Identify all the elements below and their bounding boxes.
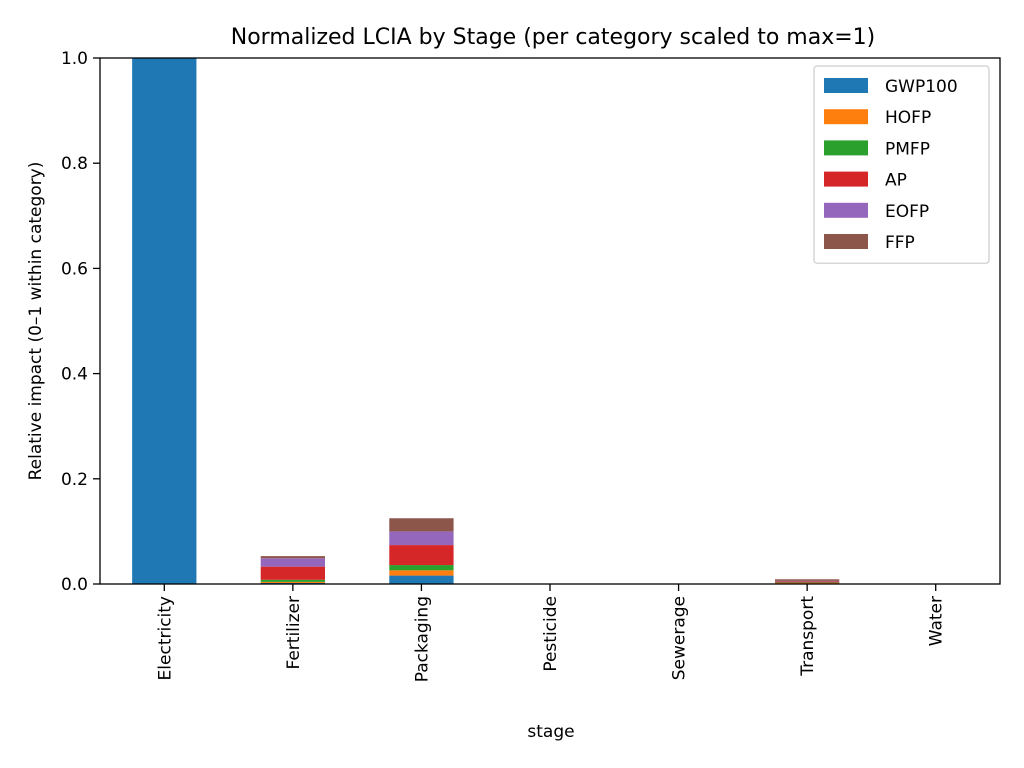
bar-fertilizer-eofp [260,558,325,567]
x-tick-label-water: Water [927,596,947,646]
y-tick-label: 0.4 [61,365,88,385]
x-tick-label-transport: Transport [798,596,818,677]
bar-packaging-gwp100 [389,575,454,584]
legend-swatch-pmfp [824,140,868,156]
bar-fertilizer-ap [260,566,325,580]
bar-electricity-gwp100 [132,58,197,584]
legend-label-pmfp: PMFP [885,139,930,159]
x-tick-label-sewerage: Sewerage [670,596,690,680]
x-tick-label-fertilizer: Fertilizer [284,596,304,670]
chart-title: Normalized LCIA by Stage (per category s… [231,25,875,50]
bar-packaging-eofp [389,531,454,546]
bar-packaging-hofp [389,570,454,576]
y-tick-label: 1.0 [61,49,88,69]
legend-label-eofp: EOFP [885,202,929,222]
y-tick-label: 0.2 [61,470,88,490]
x-tick-label-pesticide: Pesticide [541,596,561,672]
y-axis-label: Relative impact (0–1 within category) [26,162,46,481]
legend-swatch-hofp [824,109,868,125]
y-tick-label: 0.8 [61,154,88,174]
bar-fertilizer-ffp [260,556,325,559]
bars-group [132,58,840,584]
y-tick-label: 0.6 [61,259,88,279]
x-tick-label-electricity: Electricity [155,596,175,680]
legend-label-ffp: FFP [885,233,915,253]
legend-swatch-ap [824,171,868,187]
legend-label-gwp100: GWP100 [885,77,958,97]
legend-label-hofp: HOFP [885,108,931,128]
x-axis: Electricity Fertilizer Packaging Pesticide S… [155,584,947,682]
bar-fertilizer-pmfp [260,579,325,582]
legend-label-ap: AP [885,171,907,191]
bar-transport-pmfp [775,582,840,583]
bar-packaging-ap [389,545,454,566]
bar-fertilizer-hofp [260,581,325,583]
x-tick-label-packaging: Packaging [412,596,432,682]
legend-swatch-ffp [824,234,868,249]
x-axis-label: stage [527,722,574,742]
bar-packaging-pmfp [389,565,454,571]
legend: GWP100 HOFP PMFP AP EOFP FFP [813,65,990,264]
bar-transport-ffp [775,579,840,581]
bar-transport-eofp [775,580,840,582]
legend-swatch-eofp [824,202,868,218]
legend-swatch-gwp100 [824,78,868,93]
y-axis: 0.0 0.2 0.4 0.6 0.8 1.0 [61,49,100,595]
plot-frame [99,57,1001,585]
y-tick-label: 0.0 [61,575,88,595]
bar-transport-ap [775,581,840,583]
bar-transport-hofp [775,582,840,584]
bar-packaging-ffp [389,518,454,532]
